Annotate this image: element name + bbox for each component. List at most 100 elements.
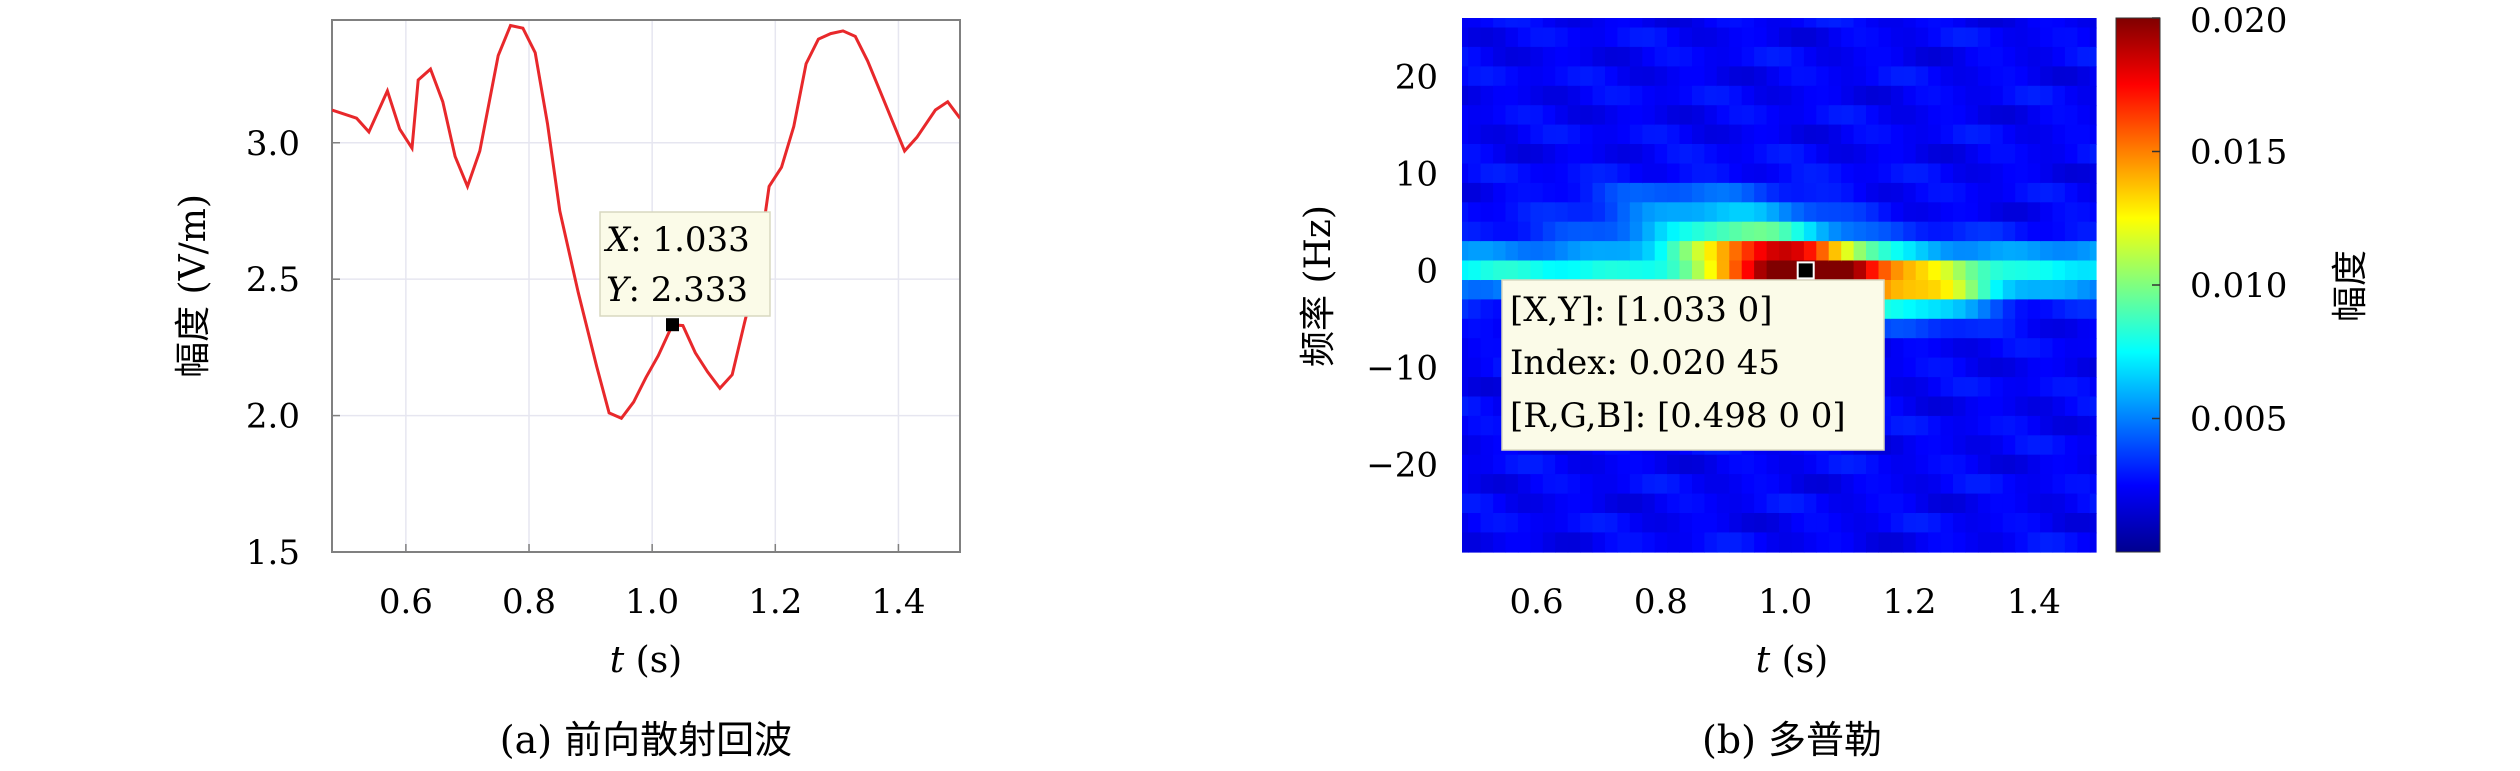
panel-b-heatmap-cell — [1928, 357, 1942, 378]
panel-b-heatmap-cell — [1542, 124, 1556, 145]
panel-b-heatmap-cell — [2052, 241, 2066, 262]
panel-b-datatip[interactable]: [X,Y]: [1.033 0] Index: 0.020 45 [R,G,B]… — [1501, 261, 1885, 451]
panel-b-heatmap-cell — [1704, 66, 1718, 87]
panel-b-heatmap-cell — [1953, 221, 1966, 243]
panel-b-datatip-rgb-line: [R,G,B]: [0.498 0 0] — [1510, 396, 1846, 436]
panel-b-heatmap-cell — [1940, 163, 1954, 184]
panel-b-heatmap-cell — [1828, 260, 1842, 281]
panel-b-heatmap-cell — [1741, 105, 1755, 126]
panel-b-heatmap-cell — [1928, 454, 1942, 476]
panel-b-heatmap-cell — [1692, 260, 1705, 281]
panel-a-datatip-x-line: X: 1.033 — [603, 220, 750, 260]
panel-b-heatmap-cell — [1555, 474, 1569, 495]
panel-b-heatmap-cell — [1567, 454, 1581, 476]
panel-b-heatmap-cell — [1816, 221, 1830, 243]
panel-b-heatmap-cell — [1468, 27, 1482, 48]
panel-b-heatmap-cell — [2015, 396, 2029, 417]
panel-b-heatmap-cell — [1928, 241, 1942, 262]
panel-a-line-chart: 0.6 0.8 1.0 1.2 1.4 1.5 2.0 2.5 3.0 X: 1.033 Y:… — [173, 19, 961, 762]
panel-b-heatmap-cell — [1965, 46, 1979, 68]
panel-b-heatmap-cell — [2040, 513, 2054, 534]
panel-b-heatmap-cell — [1542, 202, 1556, 223]
panel-b-heatmap-cell — [1766, 66, 1780, 87]
panel-b-heatmap-cell — [1567, 144, 1581, 165]
panel-b-heatmap-cell — [2064, 241, 2078, 262]
panel-b-heatmap-cell — [2052, 299, 2066, 320]
panel-b-heatmap-cell — [1803, 454, 1817, 476]
panel-b-heatmap-cell — [2002, 435, 2016, 456]
panel-b-heatmap-cell — [1462, 513, 1469, 534]
panel-b-heatmap-cell — [1965, 357, 1979, 378]
panel-b-heatmap-cell — [1480, 377, 1494, 398]
panel-b-heatmap-cell — [2015, 202, 2029, 223]
panel-b-heatmap-cell — [1953, 85, 1966, 107]
panel-b-heatmap-cell — [1803, 182, 1817, 204]
panel-b-heatmap-cell — [1853, 105, 1867, 126]
panel-b-heatmap-cell — [1779, 241, 1792, 262]
panel-b-heatmap-cell — [1866, 46, 1879, 68]
panel-b-heatmap-cell — [1878, 202, 1892, 223]
panel-b-heatmap-cell — [2027, 415, 2041, 437]
panel-b-heatmap-cell — [1679, 124, 1693, 145]
panel-b-heatmap-cell — [2052, 357, 2066, 378]
panel-b-heatmap-cell — [1704, 18, 1718, 29]
panel-b-heatmap-cell — [1953, 241, 1966, 262]
panel-b-heatmap-cell — [1605, 18, 1618, 29]
panel-b-heatmap-cell — [1990, 182, 2004, 204]
panel-b-heatmap-cell — [1654, 474, 1668, 495]
panel-b-heatmap-cell — [2002, 18, 2016, 29]
panel-b-heatmap-cell — [1816, 18, 1830, 29]
panel-b-datatip-marker[interactable] — [1796, 261, 1815, 280]
panel-b-heatmap-cell — [1866, 163, 1879, 184]
panel-b-heatmap-cell — [1729, 105, 1743, 126]
panel-b-heatmap-cell — [1462, 144, 1469, 165]
panel-b-heatmap-cell — [1729, 27, 1743, 48]
panel-a-datatip-marker[interactable] — [666, 318, 679, 332]
panel-b-heatmap-cell — [1853, 513, 1867, 534]
panel-b-heatmap-cell — [1915, 260, 1929, 281]
panel-b-heatmap-cell — [1903, 27, 1917, 48]
panel-b-heatmap-cell — [1605, 221, 1618, 243]
panel-b-heatmap-cell — [2040, 241, 2054, 262]
panel-b-heatmap-cell — [2089, 493, 2097, 514]
panel-b-heatmap-cell — [2052, 280, 2066, 301]
panel-b-heatmap-cell — [1629, 124, 1643, 145]
panel-b-heatmap-cell — [1965, 513, 1979, 534]
panel-b-heatmap-cell — [1642, 182, 1656, 204]
panel-b-heatmap-cell — [1555, 66, 1569, 87]
panel-b-heatmap-cell — [1953, 396, 1966, 417]
panel-b-heatmap-cell — [1766, 182, 1780, 204]
panel-b-heatmap-cell — [1617, 105, 1631, 126]
panel-b-heatmap-cell — [2002, 163, 2016, 184]
panel-a-datatip[interactable]: X: 1.033 Y: 2.333 — [599, 211, 771, 332]
panel-b-heatmap-cell — [1953, 18, 1966, 29]
panel-b-heatmap-cell — [1480, 299, 1494, 320]
panel-b-heatmap-cell — [2089, 513, 2097, 534]
panel-b-heatmap-cell — [1505, 493, 1519, 514]
panel-a-plot-frame — [331, 19, 961, 553]
panel-b-heatmap-cell — [1480, 396, 1494, 417]
panel-b-heatmap-cell — [1779, 532, 1792, 553]
panel-b-heatmap-cell — [1542, 27, 1556, 48]
panel-a-y-tick-label: 2.0 — [246, 397, 300, 437]
panel-b-heatmap-cell — [1953, 513, 1966, 534]
panel-b-heatmap-cell — [1990, 513, 2004, 534]
panel-b-heatmap-cell — [1816, 46, 1830, 68]
panel-b-heatmap-cell — [1953, 124, 1966, 145]
panel-b-heatmap-cell — [1903, 221, 1917, 243]
panel-b-heatmap-cell — [1890, 27, 1904, 48]
panel-b-heatmap-cell — [1505, 163, 1519, 184]
panel-b-heatmap-cell — [1530, 124, 1544, 145]
panel-b-heatmap-cell — [1841, 493, 1855, 514]
panel-b-heatmap-cell — [1462, 241, 1469, 262]
panel-b-heatmap-cell — [2015, 144, 2029, 165]
panel-b-heatmap-cell — [1915, 377, 1929, 398]
panel-b-heatmap-cell — [1592, 18, 1606, 29]
panel-b-heatmap-cell — [1903, 85, 1917, 107]
panel-b-heatmap-cell — [1977, 513, 1991, 534]
panel-b-heatmap-cell — [1667, 163, 1681, 184]
panel-b-heatmap-cell — [1580, 221, 1594, 243]
panel-b-heatmap-cell — [1480, 202, 1494, 223]
panel-b-heatmap-cell — [2077, 202, 2091, 223]
panel-b-heatmap-cell — [1493, 66, 1507, 87]
